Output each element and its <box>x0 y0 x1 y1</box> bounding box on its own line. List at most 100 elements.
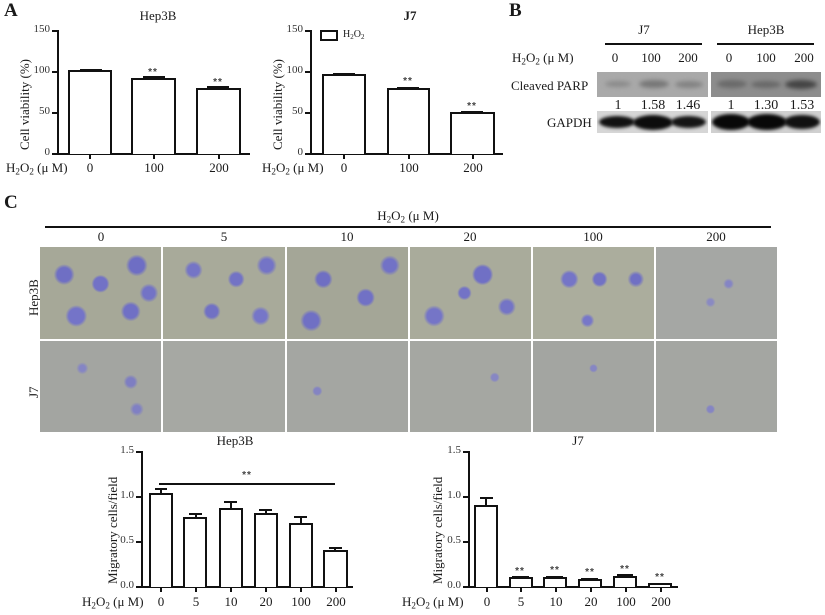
error-bar <box>207 86 229 89</box>
x-axis <box>141 586 353 588</box>
error-bar <box>230 502 232 510</box>
bar-200 <box>450 112 495 154</box>
x-tick <box>408 155 410 159</box>
y-tick <box>136 496 141 498</box>
x-tick <box>160 588 162 592</box>
significance-mark: ** <box>467 101 477 112</box>
parp-ratio: 1 <box>727 98 735 113</box>
x-tick-label: 5 <box>517 594 525 609</box>
x-tick-label: 200 <box>463 160 483 175</box>
migration-image-hep3b-10 <box>287 247 408 339</box>
y-tick <box>305 112 310 114</box>
y-tick-label: 1.5 <box>120 444 134 456</box>
error-bar <box>485 497 487 506</box>
x-tick-label: 0 <box>340 160 348 175</box>
concentration-label: 200 <box>706 229 726 244</box>
x-tick <box>89 155 91 159</box>
significance-mark: ** <box>550 565 560 576</box>
error-bar-cap <box>259 509 272 511</box>
significance-mark: ** <box>403 76 413 87</box>
bar-100 <box>613 576 637 587</box>
migration-image-hep3b-0 <box>40 247 161 339</box>
y-tick <box>305 30 310 32</box>
error-bar-cap <box>189 513 202 515</box>
y-tick <box>463 541 468 543</box>
parp-ratio: 1.30 <box>753 98 779 113</box>
gapdh-blot-j7 <box>597 111 708 133</box>
y-tick <box>305 153 310 155</box>
error-bar-cap <box>155 488 167 490</box>
y-tick-label: 0.0 <box>120 579 134 591</box>
concentration-label: 0 <box>97 229 105 244</box>
x-tick <box>230 588 232 592</box>
migration-image-j7-10 <box>287 341 408 432</box>
migration-image-j7-200 <box>656 341 777 432</box>
group-label-hep3b: Hep3B <box>747 22 785 37</box>
migration-image-hep3b-100 <box>533 247 654 339</box>
y-tick <box>463 586 468 588</box>
error-bar-cap <box>224 501 237 503</box>
y-tick-label: 100 <box>286 64 304 76</box>
x-tick-label: 0 <box>157 594 165 609</box>
y-tick <box>52 153 57 155</box>
y-tick <box>52 30 57 32</box>
gapdh-label: GAPDH <box>547 115 592 130</box>
bar-200 <box>323 550 348 587</box>
x-tick <box>335 588 337 592</box>
concentration-label: 5 <box>220 229 228 244</box>
y-tick-label: 0 <box>297 146 304 158</box>
x-axis-title: H2O2 (μ M) <box>262 160 324 177</box>
bar-100 <box>131 78 176 154</box>
significance-mark: ** <box>213 77 223 88</box>
migration-image-hep3b-5 <box>163 247 285 339</box>
lane-label: 100 <box>641 50 661 65</box>
x-tick <box>265 588 267 592</box>
group-line-j7 <box>605 43 702 45</box>
error-bar-cap <box>617 574 633 577</box>
y-tick <box>136 586 141 588</box>
gapdh-blot-hep3b <box>711 111 821 133</box>
x-tick-label: 5 <box>192 594 200 609</box>
error-bar <box>160 489 162 495</box>
bar-10 <box>543 577 567 587</box>
y-tick-label: 1.0 <box>120 489 134 501</box>
x-axis <box>468 586 678 588</box>
y-tick-label: 0.0 <box>447 579 461 591</box>
migration-image-j7-100 <box>533 341 654 432</box>
panel-letter-a: A <box>4 0 18 21</box>
x-tick-label: 20 <box>584 594 598 609</box>
legend-swatch <box>320 30 338 41</box>
x-axis <box>57 153 250 155</box>
y-tick <box>52 71 57 73</box>
parp-ratio: 1.58 <box>640 98 666 113</box>
lane-label: 200 <box>678 50 698 65</box>
treatment-label: H2O2 (μ M) <box>512 50 574 67</box>
x-tick <box>343 155 345 159</box>
x-tick-label: 0 <box>483 594 491 609</box>
significance-mark: ** <box>620 564 630 575</box>
legend-label: H2O2 <box>343 29 365 41</box>
significance-bracket <box>159 483 335 485</box>
concentration-label: 100 <box>583 229 603 244</box>
x-tick-label: 10 <box>224 594 238 609</box>
chart-title: J7 <box>572 433 584 448</box>
x-tick-label: 200 <box>209 160 229 175</box>
x-axis-title: H2O2 (μ M) <box>6 160 68 177</box>
y-tick-label: 50 <box>39 105 50 117</box>
y-tick <box>305 71 310 73</box>
bar-0 <box>474 505 498 587</box>
y-tick <box>463 496 468 498</box>
x-tick-label: 100 <box>291 594 311 609</box>
panel-letter-c: C <box>4 192 18 213</box>
x-tick <box>555 588 557 592</box>
migration-image-hep3b-200 <box>656 247 777 339</box>
bar-5 <box>183 517 207 587</box>
lane-label: 200 <box>794 50 814 65</box>
x-tick-label: 20 <box>259 594 273 609</box>
y-tick <box>52 112 57 114</box>
chart-title: Hep3B <box>216 433 254 448</box>
significance-mark: ** <box>655 572 665 583</box>
error-bar-cap <box>480 497 493 499</box>
x-tick-label: 0 <box>86 160 94 175</box>
x-tick-label: 100 <box>616 594 636 609</box>
